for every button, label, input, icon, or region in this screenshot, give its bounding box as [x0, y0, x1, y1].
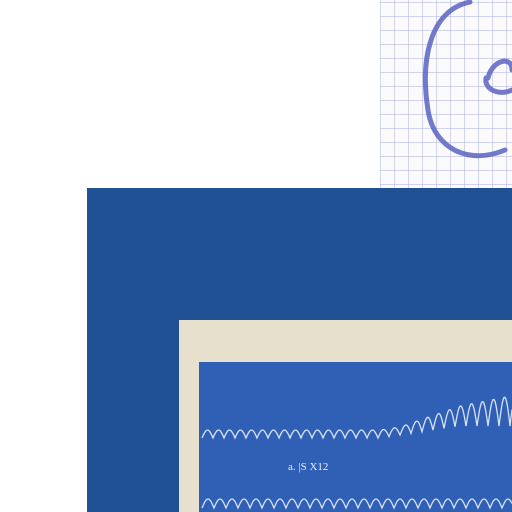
handwriting [423, 0, 512, 159]
trace-wave [201, 498, 512, 510]
trace-wave [201, 396, 512, 440]
paper-grid [380, 0, 512, 188]
graph-paper [380, 0, 512, 188]
print-label: a. |S X12 [288, 461, 328, 473]
